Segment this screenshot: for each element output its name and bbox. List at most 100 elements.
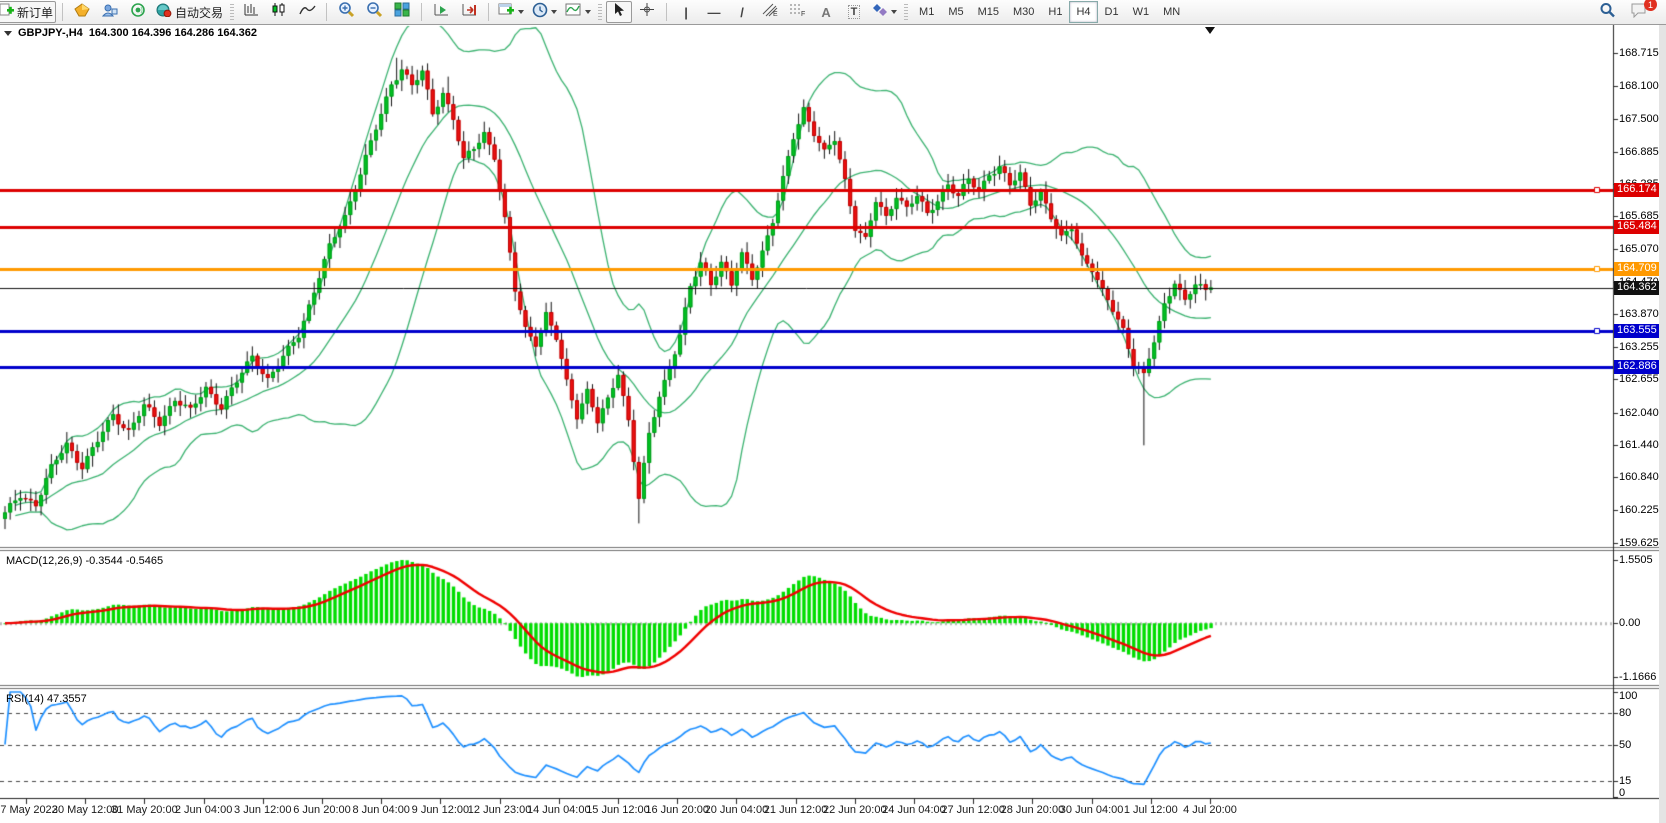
- scrollbar[interactable]: [1659, 25, 1666, 823]
- zoom-in-button[interactable]: [333, 1, 359, 23]
- time-axis-label: 9 Jun 12:00: [411, 804, 470, 816]
- timeframe-m30[interactable]: M30: [1013, 6, 1035, 18]
- fibonacci-tool-button[interactable]: F: [785, 1, 811, 23]
- time-axis-label: 30 Jun 04:00: [1059, 804, 1124, 816]
- svg-text:F: F: [801, 11, 805, 17]
- rsi-axis-tick: 80: [1619, 707, 1632, 719]
- separator: [666, 3, 668, 21]
- chart-title: GBPJPY-,H4: [18, 27, 83, 39]
- new-chart-icon: [498, 2, 515, 22]
- candles-chart-icon: [271, 2, 288, 22]
- line-chart-button[interactable]: [294, 1, 320, 23]
- timeframe-m1[interactable]: M1: [919, 6, 935, 18]
- autoscroll-button[interactable]: [428, 1, 454, 23]
- dropdown-arrow[interactable]: [518, 10, 525, 14]
- zoom-in-icon: [338, 1, 355, 23]
- timeframe-w1[interactable]: W1: [1132, 6, 1150, 18]
- dropdown-arrow[interactable]: [891, 10, 898, 14]
- timeframe-h1[interactable]: H1: [1048, 6, 1063, 18]
- tile-windows-button[interactable]: [389, 1, 415, 23]
- timeframe-m5[interactable]: M5: [948, 6, 964, 18]
- cursor-icon: [612, 2, 626, 22]
- indicators-button[interactable]: [562, 1, 594, 23]
- hline-price-label[interactable]: 164.709: [1614, 261, 1660, 276]
- timeframe-m15[interactable]: M15: [977, 6, 999, 18]
- chart-canvas[interactable]: [0, 25, 1666, 823]
- time-axis-label: 6 Jun 20:00: [293, 804, 351, 816]
- chart-shift-button[interactable]: [456, 1, 482, 23]
- bars-chart-button[interactable]: [238, 1, 264, 23]
- label-icon: T: [847, 5, 861, 19]
- period-button[interactable]: [529, 1, 560, 23]
- price-axis-tick: 160.225: [1619, 504, 1659, 517]
- toolbar-grip: [230, 4, 235, 20]
- hline-price-label[interactable]: 163.555: [1614, 323, 1660, 338]
- search-button[interactable]: [1594, 1, 1620, 23]
- signals-button[interactable]: [125, 1, 151, 23]
- hline-price-label[interactable]: 166.174: [1614, 182, 1660, 197]
- dropdown-arrow[interactable]: [551, 10, 558, 14]
- timeframe-d1[interactable]: D1: [1104, 6, 1119, 18]
- time-axis-label: 31 May 20:00: [111, 804, 178, 816]
- arrows-icon: [872, 2, 888, 22]
- time-axis-label: 27 May 2022: [0, 804, 58, 816]
- search-icon: [1599, 2, 1616, 23]
- time-axis-label: 4 Jul 20:00: [1183, 804, 1237, 816]
- label-tool-button[interactable]: T: [841, 1, 867, 23]
- fibonacci-icon: F: [789, 2, 807, 22]
- time-axis-label: 2 Jun 04:00: [174, 804, 233, 816]
- svg-text:E: E: [773, 11, 778, 17]
- time-axis-label: 1 Jul 12:00: [1123, 804, 1178, 816]
- text-tool-button[interactable]: A: [813, 1, 839, 23]
- notification-badge: 1: [1644, 0, 1657, 11]
- chart-title-row: GBPJPY-,H4 164.300 164.396 164.286 164.3…: [4, 27, 257, 39]
- crosshair-tool-button[interactable]: [634, 1, 660, 23]
- cursor-tool-button[interactable]: [606, 1, 633, 23]
- chart-ohlc: 164.300 164.396 164.286 164.362: [88, 27, 258, 39]
- rsi-axis-tick: 15: [1619, 775, 1632, 788]
- timeframe-mn[interactable]: MN: [1163, 6, 1181, 18]
- timeframe-h4[interactable]: H4: [1069, 1, 1098, 23]
- separator: [488, 3, 490, 21]
- time-axis-label: 12 Jun 23:00: [467, 804, 532, 816]
- hline-price-label[interactable]: 164.362: [1614, 280, 1660, 295]
- macd-axis-tick: -1.1666: [1619, 670, 1657, 683]
- hline-tool-button[interactable]: —: [701, 1, 727, 23]
- new-order-button[interactable]: 新订单: [0, 1, 57, 23]
- hline-price-label[interactable]: 162.886: [1614, 359, 1660, 374]
- new-chart-button[interactable]: [495, 1, 527, 23]
- arrows-tool-button[interactable]: [869, 1, 900, 23]
- terminal-button[interactable]: [97, 1, 123, 23]
- price-axis-tick: 166.885: [1619, 145, 1659, 158]
- chart-window: GBPJPY-,H4 164.300 164.396 164.286 164.3…: [0, 25, 1666, 823]
- timeframe-group: M1 M5 M15 M30 H1 H4 D1 W1 MN: [912, 1, 1187, 23]
- notifications-button[interactable]: 1: [1626, 0, 1657, 23]
- terminal-icon: [101, 3, 118, 22]
- autotrade-button[interactable]: 自动交易: [153, 1, 226, 23]
- time-axis-label: 27 Jun 12:00: [941, 804, 1005, 816]
- channel-tool-button[interactable]: E: [757, 1, 783, 23]
- chart-shift-marker[interactable]: [1205, 27, 1215, 34]
- zoom-out-button[interactable]: [361, 1, 387, 23]
- autoscroll-icon: [433, 2, 450, 22]
- separator: [62, 3, 64, 21]
- rsi-axis-tick: 100: [1619, 690, 1638, 702]
- time-axis-label: 30 May 12:00: [51, 804, 119, 816]
- line-chart-icon: [298, 2, 316, 22]
- new-order-label: 新订单: [17, 5, 54, 20]
- rsi-axis-tick: 50: [1619, 738, 1632, 751]
- signals-icon: [130, 2, 146, 22]
- price-axis-tick: 163.255: [1619, 341, 1659, 354]
- candles-chart-button[interactable]: [266, 1, 292, 23]
- indicators-icon: [565, 2, 582, 22]
- trendline-tool-button[interactable]: /: [729, 1, 755, 23]
- chart-overlay: GBPJPY-,H4 164.300 164.396 164.286 164.3…: [0, 25, 1666, 823]
- hline-price-label[interactable]: 165.484: [1614, 220, 1660, 235]
- chart-menu-arrow[interactable]: [4, 30, 12, 36]
- vline-tool-button[interactable]: |: [673, 1, 699, 23]
- dropdown-arrow[interactable]: [585, 10, 592, 14]
- editor-button[interactable]: [69, 1, 95, 23]
- price-axis-tick: 162.655: [1619, 373, 1659, 386]
- time-axis-label: 14 Jun 04:00: [526, 804, 591, 816]
- toolbar: 新订单 自动交易: [0, 0, 1666, 25]
